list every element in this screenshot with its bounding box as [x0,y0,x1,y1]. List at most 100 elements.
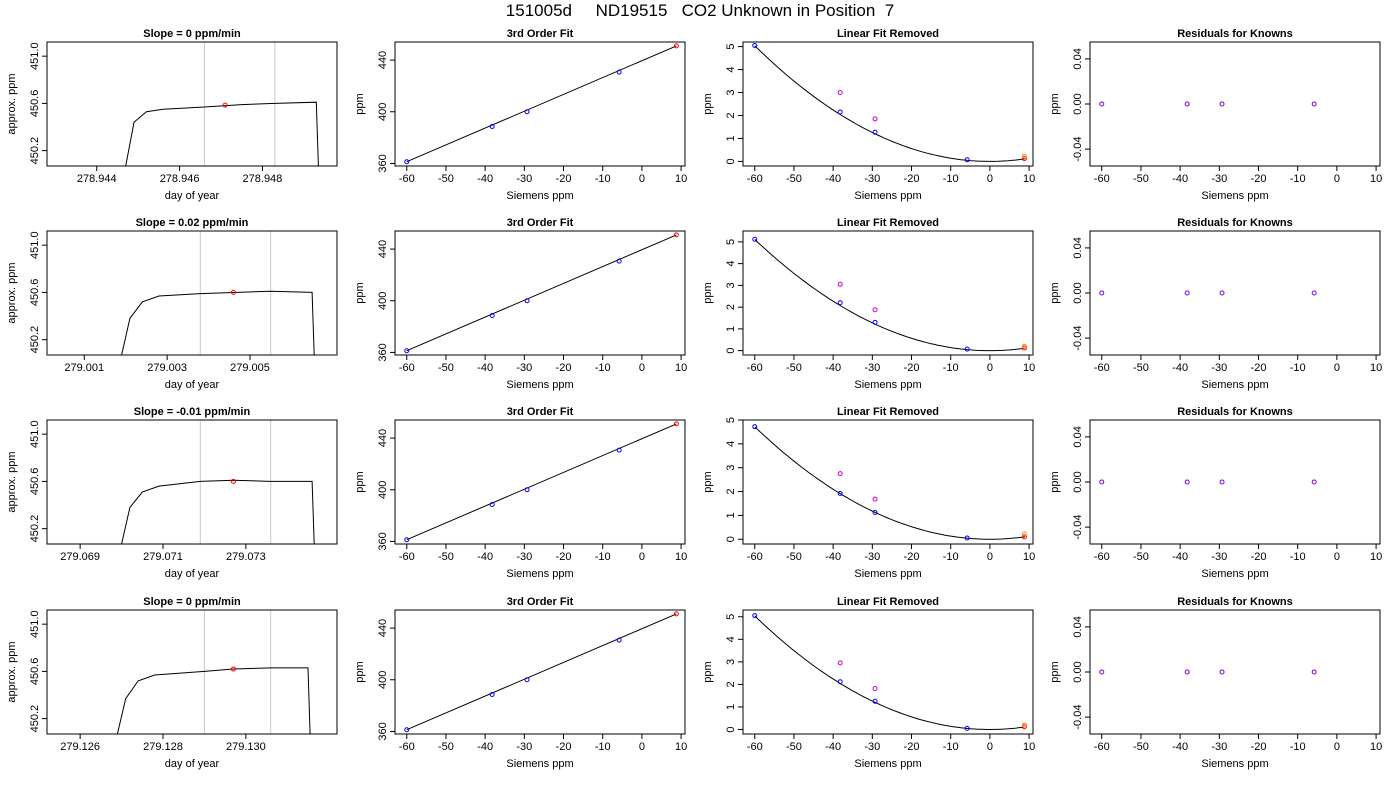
panel-title: 3rd Order Fit [507,28,574,40]
fit-curve [754,239,1026,352]
x-tick-label: -20 [556,362,572,374]
x-tick-label: 279.130 [226,741,266,753]
data-point [616,258,622,264]
x-tick-label: -40 [477,362,493,374]
x-tick-label: -60 [1094,173,1110,185]
x-tick-label: 10 [1023,362,1035,374]
plot-frame [742,230,1034,356]
x-tick-label: -60 [399,741,415,753]
x-tick-label: 0 [1334,551,1340,563]
y-tick-label: 3 [725,282,737,288]
x-tick-label: 278.946 [160,173,200,185]
chart-panel-r0c2: Linear Fit Removed -60 -50 -40 -30 -20 -10 0 10 0… [702,28,1035,202]
data-point [1021,343,1027,349]
fit-curve [754,615,1026,730]
x-tick-label: -60 [747,362,763,374]
chart-panel-r3c3: Residuals for Knowns -60 -50 -40 -30 -20 -10 0 1… [1049,596,1382,770]
y-tick-label: 450.6 [29,279,41,307]
data-point [837,90,843,96]
y-tick-label: 0.00 [1072,282,1084,303]
x-tick-label: 279.069 [60,551,100,563]
x-tick-label: -20 [1251,362,1267,374]
data-point [673,611,679,617]
x-tick-label: -10 [1290,362,1306,374]
y-tick-label: 4 [725,261,737,267]
x-tick-label: 279.128 [143,741,183,753]
data-point [1021,156,1027,162]
x-tick-label: 0 [639,362,645,374]
data-point [1099,669,1105,675]
data-point [1021,345,1027,351]
data-point [1219,101,1225,107]
x-tick-label: 10 [675,551,687,563]
y-tick-label: 1 [725,135,737,141]
y-tick-label: 451.0 [29,420,41,448]
data-point [230,289,236,295]
y-axis-label: ppm [354,282,366,303]
x-tick-label: -30 [516,173,532,185]
data-point [489,691,495,697]
x-tick-label: -40 [1172,551,1188,563]
data-point [1311,669,1317,675]
y-tick-label: 0.04 [1072,616,1084,637]
data-point [230,478,236,484]
y-tick-label: 4 [725,441,737,447]
y-tick-label: 360 [377,532,389,550]
plot-frame [46,230,338,356]
x-tick-label: 0 [639,551,645,563]
data-point [1099,479,1105,485]
y-tick-label: 2 [725,681,737,687]
x-tick-label: 10 [1370,173,1382,185]
x-tick-label: -10 [595,741,611,753]
data-point [964,346,970,352]
x-axis-label: Siemens ppm [506,190,573,202]
x-axis-label: Siemens ppm [506,568,573,580]
plot-area [116,666,311,734]
data-point [837,660,843,666]
fit-curve [754,45,1026,162]
data-point [872,129,878,135]
y-tick-label: 400 [377,481,389,499]
data-point [872,698,878,704]
data-point [616,447,622,453]
x-tick-label: -30 [1211,173,1227,185]
series-line [121,479,315,544]
y-tick-label: -0.04 [1072,137,1084,162]
y-axis-label: ppm [702,93,714,114]
plot-area [1099,479,1317,485]
series-line [125,101,319,166]
x-axis-label: day of year [165,758,220,770]
plot-area [752,42,1027,163]
data-point [673,43,679,49]
x-tick-label: -30 [864,551,880,563]
x-tick-label: -20 [1251,741,1267,753]
y-tick-label: 450.2 [29,515,41,543]
x-tick-label: -30 [864,173,880,185]
fit-line [406,45,677,163]
data-point [404,348,410,354]
y-tick-label: 0.00 [1072,661,1084,682]
series-line [116,667,311,734]
x-tick-label: -50 [1133,741,1149,753]
data-point [404,727,410,733]
plot-area [1099,669,1317,675]
chart-panel-r1c0: Slope = 0.02 ppm/min 279.001 279.003 279.00… [6,217,338,391]
chart-panel-r1c2: Linear Fit Removed -60 -50 -40 -30 -20 -10 0 10 0… [702,217,1035,391]
data-point [524,298,530,304]
x-tick-label: 10 [1023,173,1035,185]
x-tick-label: 10 [1370,362,1382,374]
x-tick-label: -20 [904,741,920,753]
y-axis-label: ppm [702,661,714,682]
x-tick-label: -50 [786,173,802,185]
series-line [121,290,315,355]
x-tick-label: -50 [438,362,454,374]
y-tick-label: 0 [725,536,737,542]
y-tick-label: 360 [377,154,389,172]
data-point [1219,290,1225,296]
y-tick-label: 1 [725,704,737,710]
panel-title: Residuals for Knowns [1177,217,1293,229]
plot-frame [1089,230,1381,356]
x-tick-label: 0 [1334,741,1340,753]
y-tick-label: 5 [725,44,737,50]
